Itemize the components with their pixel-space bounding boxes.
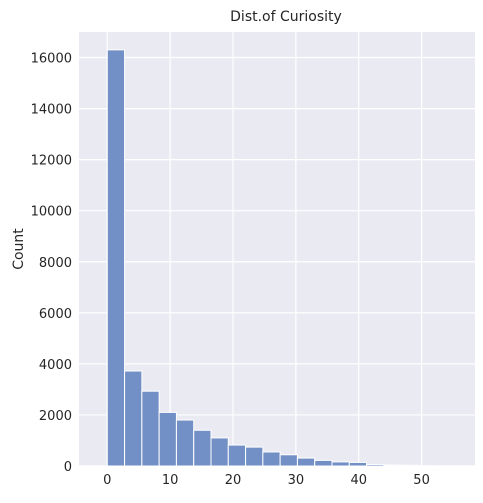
histogram-bar (124, 370, 143, 467)
y-tick-label: 0 (64, 460, 72, 475)
histogram-bar (331, 461, 350, 467)
y-axis-label: Count (11, 228, 27, 270)
y-tick-label: 14000 (31, 103, 72, 118)
histogram-bar (158, 411, 177, 467)
x-tick-labels: 0 10 20 30 40 50 (103, 473, 430, 488)
y-tick-label: 8000 (39, 256, 72, 271)
histogram-bar (348, 461, 368, 467)
y-tick-label: 2000 (39, 409, 72, 424)
x-tick-label: 50 (413, 473, 430, 488)
x-tick-label: 30 (288, 473, 305, 488)
x-tick-label: 20 (225, 473, 242, 488)
histogram-bar (400, 464, 419, 467)
x-tick-label: 0 (103, 473, 111, 488)
y-tick-label: 4000 (39, 358, 72, 373)
histogram-bar (314, 459, 333, 467)
histogram-bar (279, 454, 298, 467)
histogram-bar (383, 464, 402, 467)
y-tick-label: 10000 (31, 205, 72, 220)
histogram-bar (245, 446, 264, 467)
y-tick-label: 12000 (31, 154, 72, 169)
histogram-bar (262, 451, 281, 467)
y-tick-label: 16000 (31, 52, 72, 67)
chart-title: Dist.of Curiosity (230, 9, 342, 25)
histogram-bars (106, 49, 454, 467)
histogram-bar (175, 419, 195, 467)
histogram-bar (296, 457, 316, 467)
x-tick-label: 40 (350, 473, 367, 488)
y-tick-labels: 0 2000 4000 6000 8000 10000 12000 14000 16000 (31, 52, 72, 475)
histogram-bar (366, 463, 385, 467)
histogram-bar (210, 437, 229, 467)
x-tick-label: 10 (162, 473, 179, 488)
y-tick-label: 6000 (39, 307, 72, 322)
histogram-bar (141, 390, 160, 467)
histogram-bar (193, 429, 212, 467)
histogram-bar (106, 49, 126, 467)
histogram-bar (227, 444, 247, 467)
